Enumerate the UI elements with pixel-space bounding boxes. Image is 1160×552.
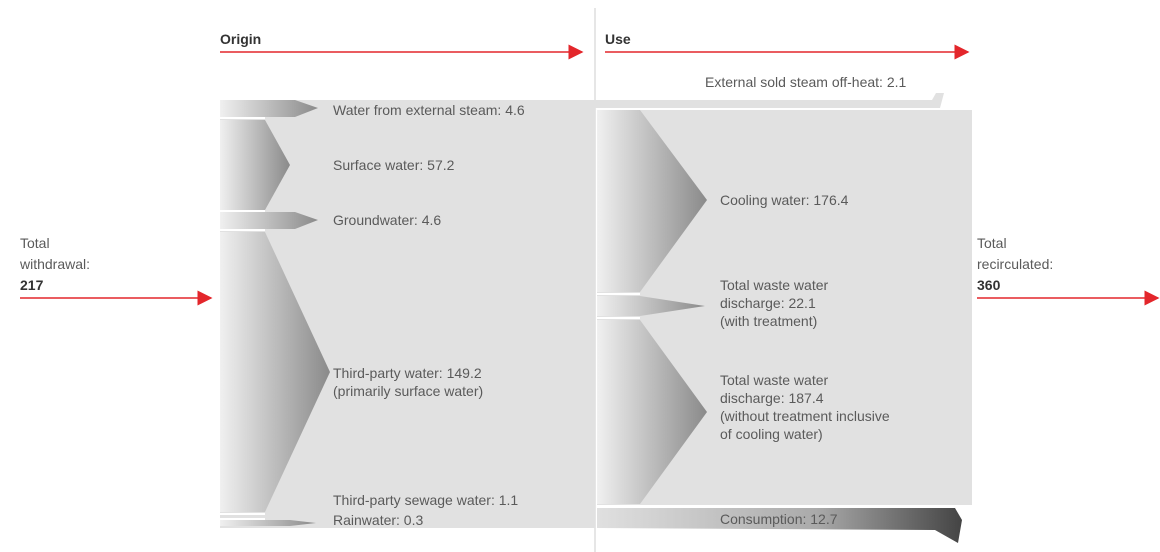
flow-label: discharge: 187.4 — [720, 390, 824, 406]
flow-label: of cooling water) — [720, 426, 823, 442]
flow-label: (without treatment inclusive — [720, 408, 890, 424]
flow-label: Groundwater: 4.6 — [333, 212, 441, 228]
flow-label: Surface water: 57.2 — [333, 157, 455, 173]
flow-label: Water from external steam: 4.6 — [333, 102, 525, 118]
flow-label: Third-party water: 149.2 — [333, 365, 482, 381]
flow-label: Total waste water — [720, 372, 828, 388]
recirculated-label: Total — [977, 235, 1007, 251]
flow-label: (primarily surface water) — [333, 383, 483, 399]
flow-label: Cooling water: 176.4 — [720, 192, 849, 208]
flow-label: External sold steam off-heat: 2.1 — [705, 74, 907, 90]
withdrawal-label: Total — [20, 235, 50, 251]
flow-label: Total waste water — [720, 277, 828, 293]
recirculated-label: recirculated: — [977, 256, 1053, 272]
use-chevrons — [597, 110, 707, 504]
flow-label: (with treatment) — [720, 313, 817, 329]
steam-band — [595, 93, 944, 108]
recirculated-value: 360 — [977, 277, 1001, 293]
flow-label: discharge: 22.1 — [720, 295, 816, 311]
flow-label: Rainwater: 0.3 — [333, 512, 423, 528]
withdrawal-value: 217 — [20, 277, 44, 293]
withdrawal-label: withdrawal: — [19, 256, 90, 272]
flow-label: Consumption: 12.7 — [720, 511, 838, 527]
origin-header: Origin — [220, 31, 261, 47]
use-separators — [597, 293, 640, 319]
consumption-band — [597, 508, 962, 543]
origin-chevrons — [220, 100, 330, 526]
flow-label: Third-party sewage water: 1.1 — [333, 492, 518, 508]
use-header: Use — [605, 31, 631, 47]
origin-separators — [220, 117, 265, 520]
